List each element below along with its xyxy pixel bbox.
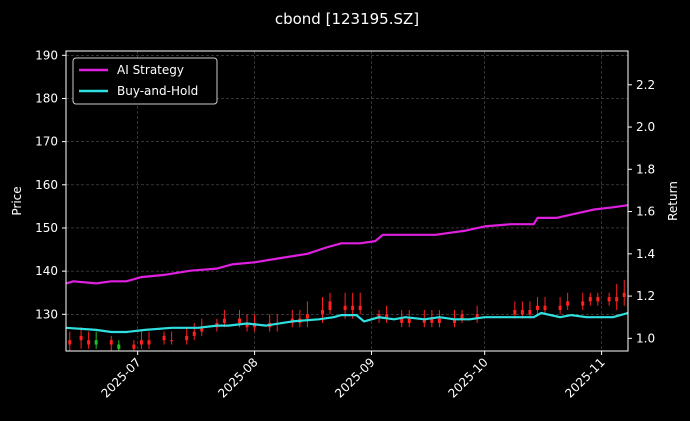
candle-body [452,318,456,323]
chart-title: cbond [123195.SZ] [275,10,419,28]
candle-body [622,292,626,298]
y-tick-label: 190 [35,48,58,62]
y-tick-label: 150 [35,221,58,235]
candle-body [513,309,517,315]
candle-body [147,340,151,345]
candle-body [528,309,532,315]
legend: AI Strategy Buy-and-Hold [72,57,218,105]
y-tick-label: 140 [35,264,58,278]
y2-tick-label: 2.0 [636,120,655,134]
y2-tick-label: 1.8 [636,162,655,176]
return-axis: 1.0 1.2 1.4 1.6 1.8 2.0 2.2 [628,78,655,345]
candle-body [460,314,464,319]
y2-tick-label: 1.2 [636,289,655,303]
candle-body [543,305,547,310]
y-tick-label: 160 [35,178,58,192]
candle-body [87,340,91,345]
candle-body [109,340,113,345]
candle-body [328,301,332,310]
y2-axis-title: Return [666,181,680,221]
candle-body [430,318,434,323]
candle-body [162,335,166,341]
legend-label-buy-and-hold: Buy-and-Hold [117,84,198,98]
candle-body [132,344,136,349]
candle-body [185,335,189,341]
series-line-buy-and-hold [65,311,629,334]
y2-tick-label: 1.6 [636,205,655,219]
plot-frame [65,50,629,352]
candle-body [222,318,226,323]
y2-tick-label: 1.0 [636,331,655,345]
legend-label-ai-strategy: AI Strategy [117,63,184,77]
legend-box [72,57,218,105]
candle-body [117,344,121,349]
candle-body [607,297,611,302]
candle-body [437,318,441,323]
series-line-ai-strategy [65,204,629,285]
candle-body [475,314,479,319]
y-tick-label: 130 [35,307,58,321]
price-axis: 130 140 150 160 170 180 190 [35,48,66,321]
candle-body [305,314,309,319]
candle-body [351,305,355,310]
candle-body [407,318,411,323]
candle-body [581,301,585,306]
candle-body [422,318,426,323]
candle-body [68,340,72,345]
y-tick-label: 170 [35,135,58,149]
candle-body [535,305,539,310]
candle-body [320,309,324,315]
y-tick-label: 180 [35,91,58,105]
y2-tick-label: 1.4 [636,247,655,261]
candlesticks [68,279,626,351]
candle-body [385,314,389,319]
y-axis-title: Price [10,186,24,215]
candle-body [566,301,570,306]
y2-tick-label: 2.2 [636,78,655,92]
candle-body [192,331,196,336]
candle-body [200,327,204,332]
candle-body [588,297,592,302]
candle-body [79,335,83,341]
candle-body [400,318,404,323]
series-lines [65,204,629,334]
candle-body [238,318,242,323]
candle-body [139,340,143,345]
candle-body [520,309,524,315]
candle-body [170,340,174,342]
candle-body [245,322,249,328]
candle-body [615,297,619,302]
candle-body [343,305,347,310]
candle-body [558,305,562,310]
candle-body [94,340,98,345]
candle-body [358,305,362,310]
candle-body [596,297,600,302]
